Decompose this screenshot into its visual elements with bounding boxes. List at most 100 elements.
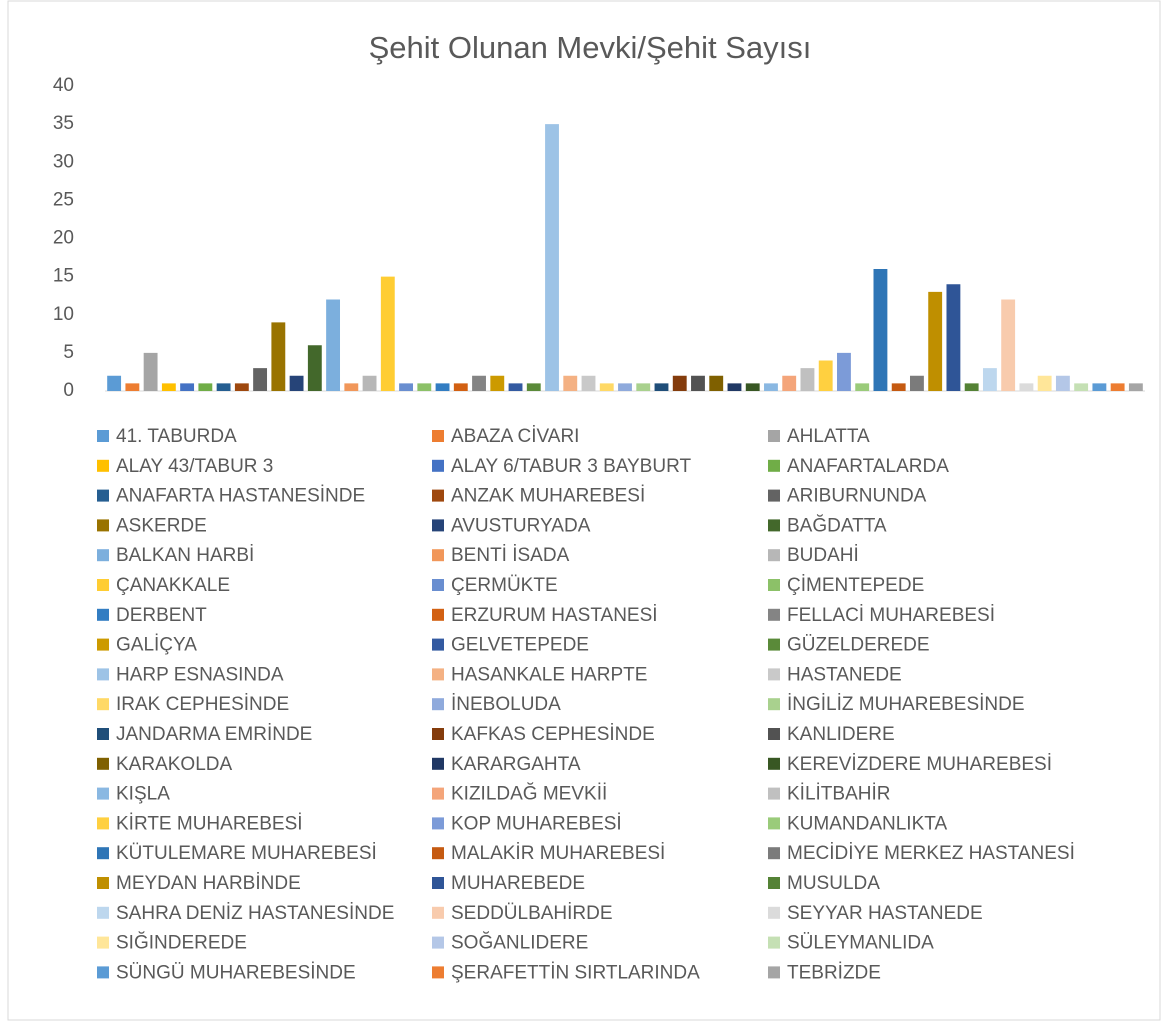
legend-swatch <box>97 787 109 800</box>
legend-swatch <box>768 698 780 711</box>
bar <box>618 383 632 391</box>
y-tick-label: 5 <box>63 342 74 363</box>
legend-swatch <box>768 787 780 800</box>
legend-swatch <box>97 877 109 889</box>
legend-label: MUHAREBEDE <box>451 873 585 894</box>
legend-label: AVUSTURYADA <box>451 515 591 536</box>
y-tick-label: 40 <box>53 75 74 96</box>
legend-swatch <box>768 728 780 740</box>
legend-swatch <box>432 728 444 740</box>
legend-swatch <box>97 638 109 651</box>
legend-swatch <box>97 847 109 860</box>
legend-swatch <box>768 638 780 651</box>
bar <box>782 375 797 391</box>
legend-swatch <box>432 668 444 681</box>
legend-swatch <box>97 489 109 502</box>
legend-label: MEYDAN HARBİNDE <box>116 873 301 894</box>
legend-label: ARIBURNUNDA <box>787 486 927 507</box>
bar <box>727 383 742 391</box>
bar <box>545 124 559 391</box>
legend-label: KİRTE MUHAREBESİ <box>116 813 303 834</box>
legend-label: KİLİTBAHİR <box>787 784 890 805</box>
bar <box>435 383 450 391</box>
legend-label: IRAK CEPHESİNDE <box>116 694 289 715</box>
bar <box>691 375 705 391</box>
bar <box>161 383 176 391</box>
legend-swatch <box>432 489 444 502</box>
bar <box>362 375 377 391</box>
bar <box>1001 299 1016 391</box>
legend-swatch <box>97 459 109 472</box>
legend-swatch <box>432 519 444 532</box>
bar <box>891 383 906 391</box>
legend-swatch <box>768 430 780 442</box>
legend-swatch <box>97 549 109 562</box>
legend-swatch <box>432 966 444 979</box>
y-tick-label: 15 <box>53 266 74 287</box>
legend-label: GALİÇYA <box>116 635 197 656</box>
legend-label: BAĞDATTA <box>787 514 887 536</box>
legend-swatch <box>97 698 109 711</box>
legend-label: MUSULDA <box>787 873 880 894</box>
legend-label: BALKAN HARBİ <box>116 545 254 566</box>
legend-label: BUDAHİ <box>787 545 859 566</box>
legend-label: ASKERDE <box>116 515 207 536</box>
bar <box>636 383 651 391</box>
legend-swatch <box>97 906 109 919</box>
legend-swatch <box>768 847 780 860</box>
y-tick-label: 0 <box>63 380 74 401</box>
bar <box>508 383 523 391</box>
legend-label: SÜNGÜ MUHAREBESİNDE <box>116 962 356 983</box>
legend-swatch <box>97 608 109 621</box>
bar <box>982 368 997 391</box>
bar <box>180 383 195 391</box>
bar <box>563 375 578 391</box>
legend-label: JANDARMA EMRİNDE <box>116 724 312 745</box>
bar <box>526 383 541 391</box>
legend-swatch <box>768 489 780 502</box>
legend-label: ÇERMÜKTE <box>451 575 558 596</box>
legend-label: İNGİLİZ MUHAREBESİNDE <box>787 694 1025 715</box>
bar <box>745 383 760 391</box>
legend-swatch <box>768 459 780 472</box>
bar <box>1019 383 1034 391</box>
bar <box>837 352 851 391</box>
bar <box>1074 383 1089 391</box>
legend-swatch <box>432 698 444 711</box>
bar <box>125 383 140 391</box>
legend-swatch <box>97 579 109 591</box>
legend-label: KÜTULEMARE MUHAREBESİ <box>116 843 377 864</box>
legend-swatch <box>97 668 109 681</box>
legend-label: SÜLEYMANLIDA <box>787 933 934 954</box>
bar <box>964 383 979 391</box>
legend-swatch <box>97 728 109 740</box>
legend-label: KARARGAHTA <box>451 754 581 775</box>
legend-label: KARAKOLDA <box>116 754 232 775</box>
legend-swatch <box>97 519 109 532</box>
bar <box>289 375 304 391</box>
legend-swatch <box>432 608 444 621</box>
bar <box>417 383 432 391</box>
y-tick-label: 10 <box>53 304 74 325</box>
legend-swatch <box>432 936 444 949</box>
legend-label: ALAY 6/TABUR 3 BAYBURT <box>451 456 691 477</box>
legend-swatch <box>768 966 780 979</box>
legend-label: KUMANDANLIKTA <box>787 813 947 834</box>
bar <box>107 375 122 391</box>
legend-label: ANAFARTALARDA <box>787 456 949 477</box>
legend-label: FELLACİ MUHAREBESİ <box>787 605 995 626</box>
legend-label: ÇANAKKALE <box>116 575 230 596</box>
legend-swatch <box>97 817 109 830</box>
bar <box>928 291 943 391</box>
legend-swatch <box>768 757 780 770</box>
chart-title: Şehit Olunan Mevki/Şehit Sayısı <box>369 30 812 65</box>
y-tick-label: 25 <box>53 189 74 210</box>
bar <box>873 269 888 391</box>
bar <box>1092 383 1107 391</box>
legend-swatch <box>432 787 444 800</box>
bar <box>672 375 687 391</box>
bar <box>654 383 669 391</box>
bar <box>1037 375 1052 391</box>
legend-label: ABAZA CİVARI <box>451 426 579 447</box>
bar <box>490 375 505 391</box>
